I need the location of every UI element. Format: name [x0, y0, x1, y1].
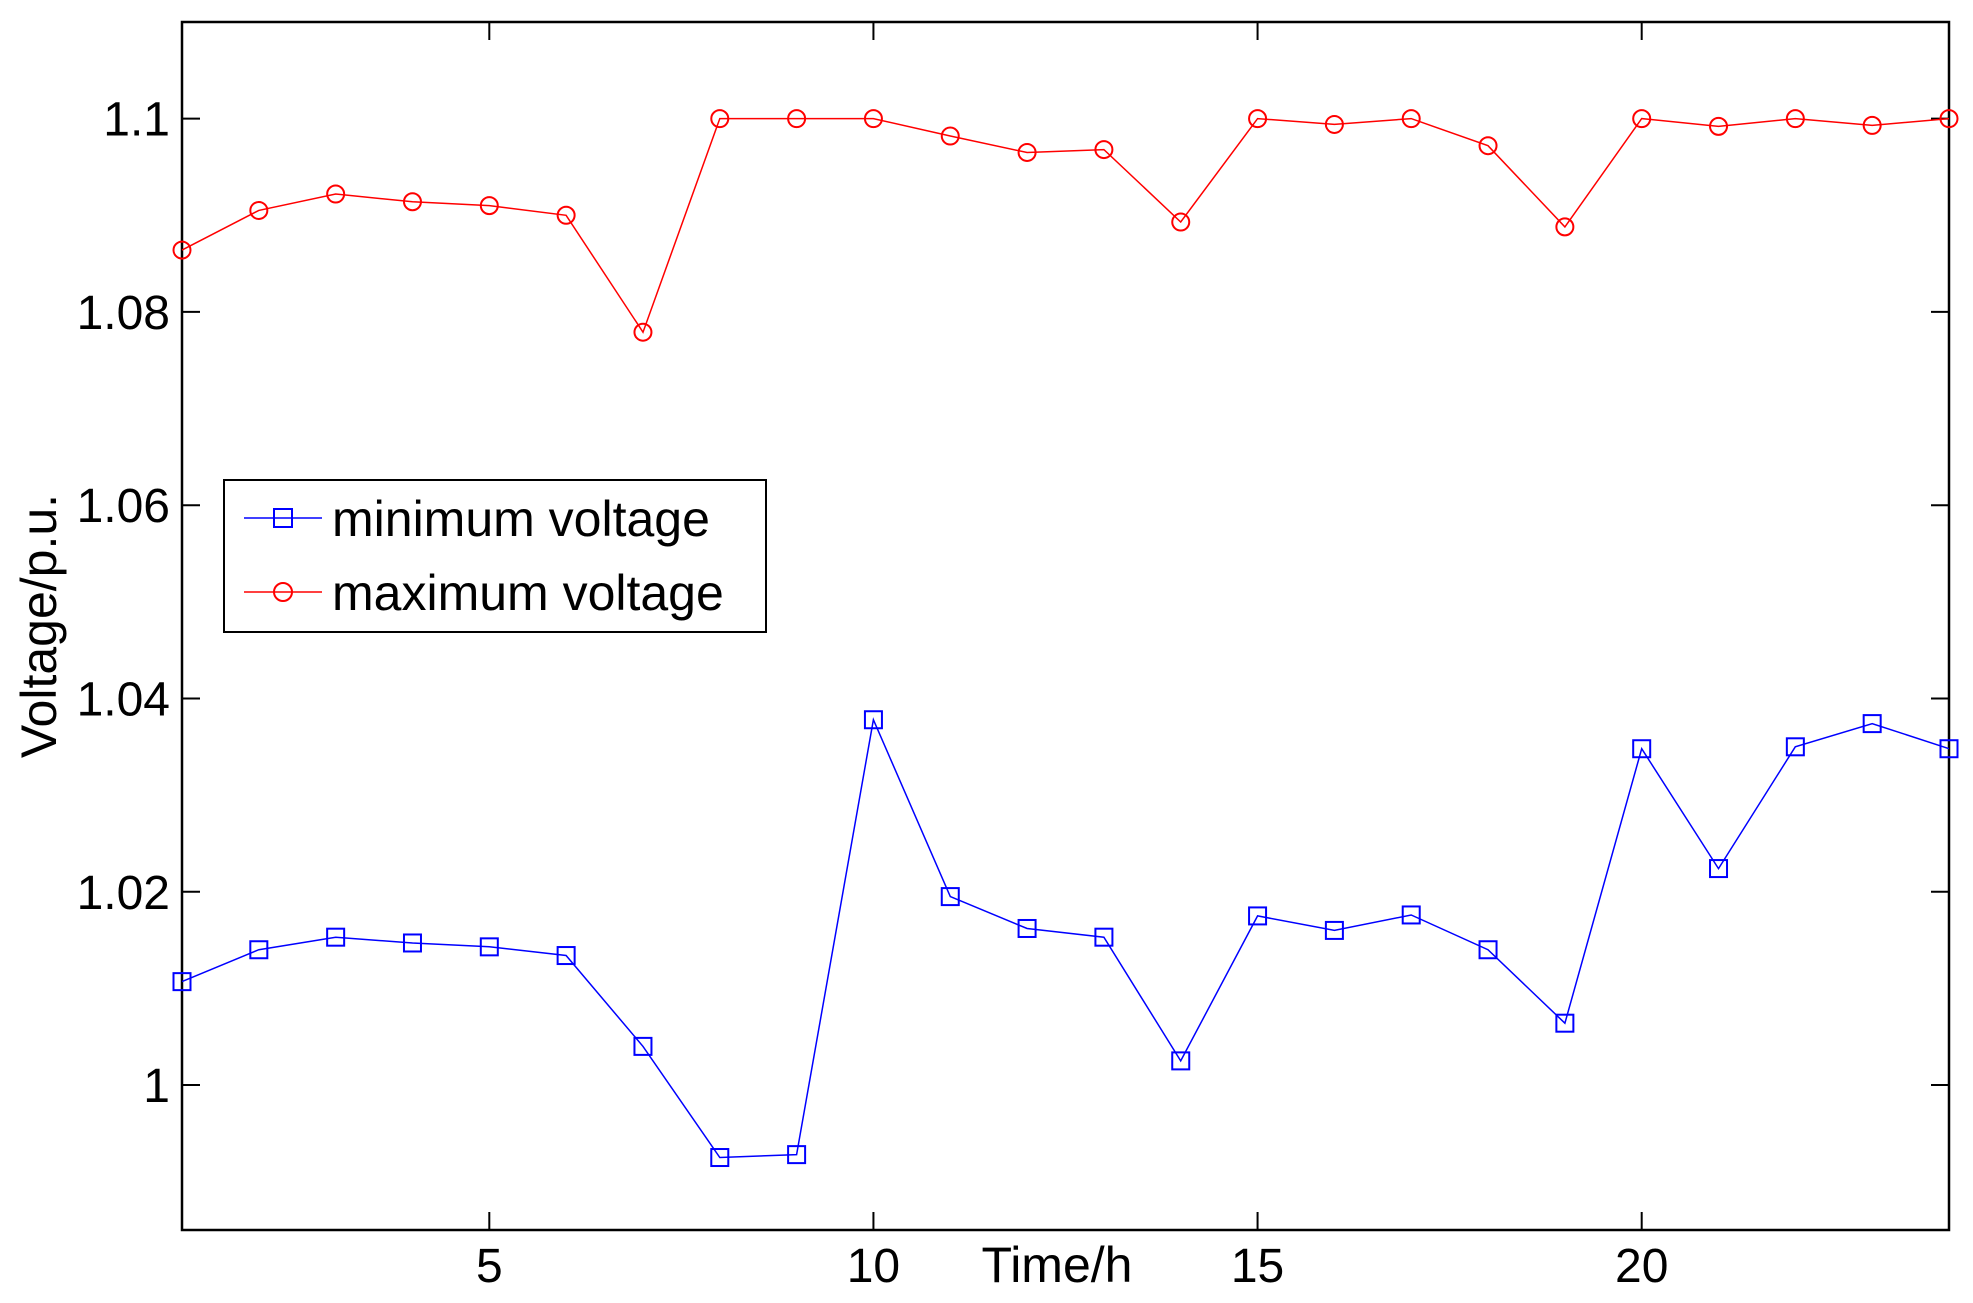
legend-marker-min: [273, 508, 293, 528]
min-voltage-point: [1709, 859, 1729, 879]
y-tick-label: 1.1: [103, 94, 170, 147]
min-voltage-point: [556, 946, 576, 966]
max-voltage-point: [633, 322, 653, 342]
max-voltage-point: [1401, 109, 1421, 129]
max-voltage-point: [326, 184, 346, 204]
min-voltage-point: [1017, 918, 1037, 938]
max-voltage-point: [1709, 116, 1729, 136]
x-tick-label: 5: [476, 1240, 503, 1293]
max-voltage-point: [1785, 109, 1805, 129]
max-voltage-point: [1094, 140, 1114, 160]
max-voltage-point: [556, 205, 576, 225]
min-voltage-point: [1324, 920, 1344, 940]
max-voltage-point: [710, 109, 730, 129]
min-voltage-point: [249, 940, 269, 960]
max-voltage-point: [1478, 136, 1498, 156]
y-axis-title: Voltage/p.u.: [11, 494, 67, 758]
min-voltage-point: [172, 972, 192, 992]
max-voltage-point: [863, 109, 883, 129]
series-layer: [172, 109, 1959, 1168]
max-voltage-point: [1939, 109, 1959, 129]
legend-label-min: minimum voltage: [332, 491, 710, 547]
max-voltage-point: [940, 126, 960, 146]
min-voltage-point: [787, 1145, 807, 1165]
max-voltage-point: [1248, 109, 1268, 129]
y-tick-label: 1.02: [77, 867, 170, 920]
x-axis-title: Time/h: [982, 1237, 1133, 1293]
series-line-min: [181, 717, 1950, 1159]
x-tick-label: 10: [847, 1240, 900, 1293]
x-axis: 5 10 15 20: [476, 22, 1668, 1293]
max-voltage-point: [1555, 217, 1575, 237]
max-voltage-point: [1862, 115, 1882, 135]
y-tick-label: 1.08: [77, 287, 170, 340]
min-voltage-point: [479, 937, 499, 957]
min-voltage-point: [863, 710, 883, 730]
max-voltage-point: [1632, 109, 1652, 129]
max-voltage-point: [479, 196, 499, 216]
legend: minimum voltage maximum voltage: [223, 479, 767, 633]
y-tick-label: 1: [143, 1060, 170, 1113]
min-voltage-point: [402, 933, 422, 953]
max-voltage-point: [1017, 142, 1037, 162]
min-voltage-point: [1248, 906, 1268, 926]
legend-marker-max: [273, 582, 293, 602]
legend-label-max: maximum voltage: [332, 565, 724, 621]
min-voltage-point: [326, 927, 346, 947]
max-voltage-point: [402, 192, 422, 212]
max-voltage-point: [249, 200, 269, 220]
series-line-max: [181, 117, 1950, 334]
y-tick-label: 1.04: [77, 673, 170, 726]
x-tick-label: 15: [1231, 1240, 1284, 1293]
legend-box: [223, 479, 767, 633]
min-voltage-point: [1401, 905, 1421, 925]
min-voltage-point: [1632, 739, 1652, 759]
min-voltage-point: [1555, 1013, 1575, 1033]
y-tick-label: 1.06: [77, 480, 170, 533]
min-voltage-point: [1094, 927, 1114, 947]
min-voltage-point: [633, 1036, 653, 1056]
min-voltage-point: [1171, 1051, 1191, 1071]
y-axis: 1 1.02 1.04 1.06 1.08 1.1: [77, 94, 1949, 1113]
min-voltage-point: [1478, 940, 1498, 960]
min-voltage-point: [940, 887, 960, 907]
min-voltage-point: [1785, 737, 1805, 757]
max-voltage-point: [787, 109, 807, 129]
min-voltage-point: [710, 1148, 730, 1168]
x-tick-label: 20: [1615, 1240, 1668, 1293]
max-voltage-point: [1171, 212, 1191, 232]
max-voltage-point: [172, 240, 192, 260]
max-voltage-point: [1324, 114, 1344, 134]
min-voltage-point: [1939, 739, 1959, 759]
min-voltage-point: [1862, 714, 1882, 734]
